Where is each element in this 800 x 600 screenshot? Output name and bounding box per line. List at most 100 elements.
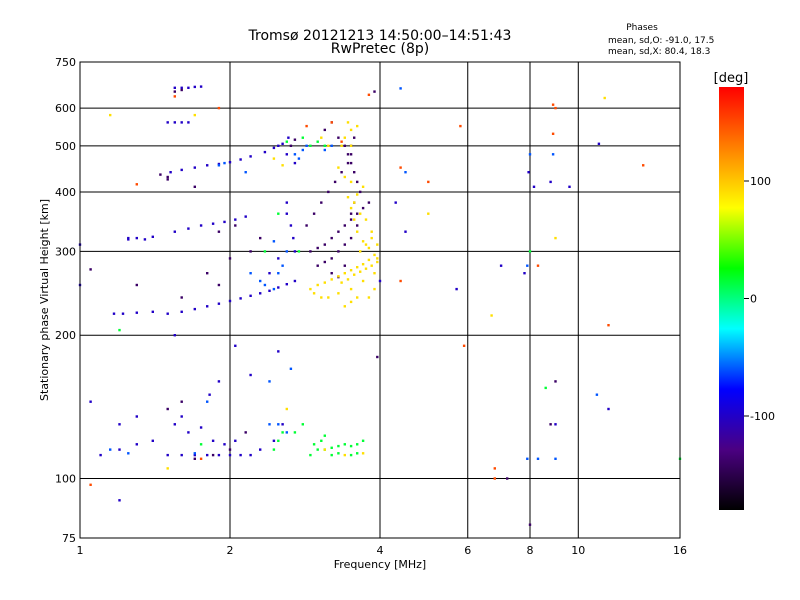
data-point	[367, 201, 371, 204]
data-point	[293, 250, 297, 253]
data-point	[323, 148, 326, 152]
data-point	[343, 264, 346, 267]
data-point	[499, 264, 503, 267]
data-point	[343, 453, 346, 457]
data-point	[173, 423, 176, 426]
data-point	[323, 144, 326, 147]
data-point	[642, 164, 645, 167]
data-point	[180, 86, 183, 89]
data-point	[349, 453, 353, 457]
data-point	[364, 243, 368, 246]
data-point	[293, 161, 297, 165]
data-point	[370, 230, 373, 233]
data-point	[330, 453, 333, 457]
y-axis-label: Stationary phase Virtual Height [km]	[38, 199, 51, 401]
data-point	[554, 380, 557, 383]
data-point	[337, 275, 340, 278]
data-point	[118, 448, 121, 451]
data-point	[135, 183, 138, 186]
data-point	[208, 393, 211, 396]
y-tick-label: 750	[55, 56, 76, 69]
data-point	[316, 448, 319, 451]
data-point	[193, 452, 196, 455]
x-tick-label: 2	[227, 544, 234, 557]
data-point	[228, 257, 232, 260]
data-point	[206, 272, 209, 275]
data-point	[112, 312, 116, 315]
data-point	[211, 453, 215, 457]
data-point	[109, 113, 112, 117]
data-point	[316, 264, 319, 267]
data-point	[281, 431, 284, 434]
data-point	[143, 238, 147, 241]
data-point	[135, 283, 138, 287]
data-point	[603, 96, 606, 100]
data-point	[536, 264, 540, 267]
data-point	[394, 201, 397, 204]
data-point	[356, 296, 359, 299]
data-point	[289, 224, 293, 227]
data-point	[180, 88, 183, 92]
data-point	[187, 86, 190, 89]
data-point	[268, 289, 271, 292]
data-point	[206, 305, 209, 308]
data-point	[249, 155, 252, 158]
data-point	[337, 452, 340, 455]
data-point	[277, 257, 280, 260]
x-tick-label: 1	[77, 544, 84, 557]
data-point	[320, 201, 323, 204]
data-point	[356, 224, 359, 227]
data-point	[89, 483, 92, 486]
data-point	[353, 201, 356, 204]
data-point	[193, 166, 196, 169]
x-tick-label: 16	[673, 544, 687, 557]
chart-subtitle: RwPretec (8p)	[331, 41, 429, 57]
data-point	[364, 218, 368, 221]
data-point	[217, 453, 221, 457]
data-point	[166, 453, 169, 457]
data-point	[330, 121, 333, 124]
data-point	[343, 144, 346, 147]
stats-line-o: mean, sd,O: -91.0, 17.5	[608, 36, 714, 46]
data-point	[305, 124, 308, 128]
data-point	[554, 106, 557, 110]
data-point	[297, 157, 301, 160]
data-point	[349, 144, 353, 147]
data-point	[607, 324, 610, 327]
data-point	[337, 166, 340, 169]
data-point	[118, 328, 121, 332]
data-point	[455, 287, 458, 291]
data-point	[293, 138, 297, 141]
data-point	[353, 136, 356, 139]
data-point	[166, 312, 169, 315]
data-point	[399, 166, 402, 169]
data-point	[187, 227, 190, 230]
data-point	[180, 453, 183, 457]
data-point	[364, 267, 368, 270]
data-point	[346, 161, 350, 165]
data-point	[173, 90, 176, 93]
data-point	[337, 230, 340, 233]
data-point	[301, 136, 304, 139]
data-point	[272, 287, 276, 291]
data-point	[349, 180, 353, 184]
data-point	[506, 477, 509, 480]
data-point	[349, 300, 353, 304]
data-point	[343, 443, 346, 446]
data-point	[187, 431, 190, 434]
data-point	[404, 171, 407, 174]
y-axis-ticks: 75 100 200 300 400 500 600 750	[55, 56, 76, 545]
data-point	[554, 423, 557, 426]
data-point	[173, 334, 176, 337]
data-point	[551, 153, 555, 156]
data-point	[173, 86, 176, 89]
data-point	[135, 311, 138, 314]
x-tick-label: 8	[527, 544, 534, 557]
data-point	[259, 236, 262, 240]
data-point	[281, 264, 284, 267]
data-point	[312, 212, 316, 215]
data-point	[263, 250, 267, 253]
data-point	[349, 269, 353, 272]
data-point	[309, 250, 312, 253]
data-point	[312, 292, 316, 295]
